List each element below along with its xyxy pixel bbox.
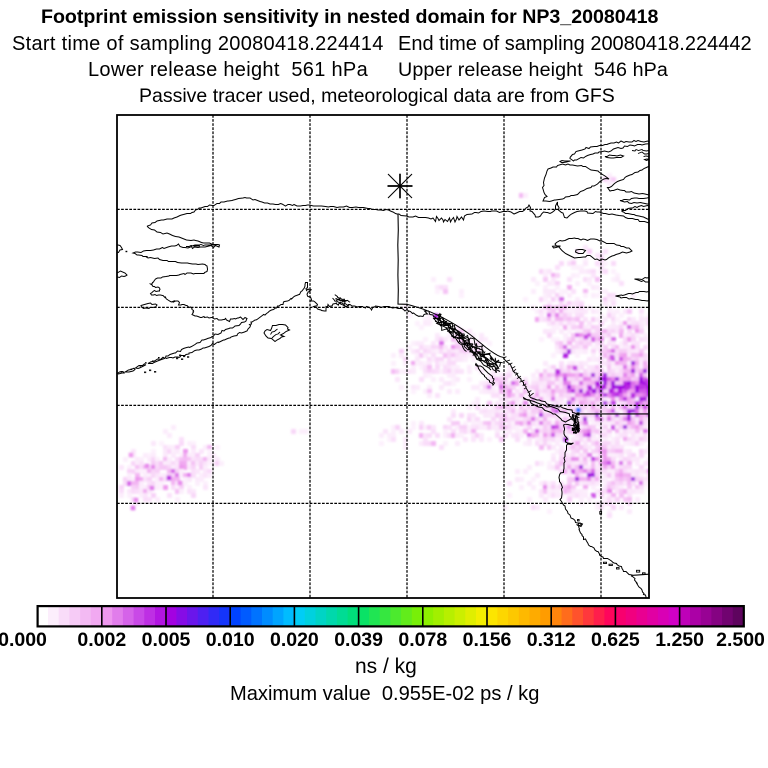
svg-text:2.500: 2.500 [716, 629, 765, 651]
svg-text:0.625: 0.625 [591, 629, 640, 651]
svg-text:0.156: 0.156 [463, 629, 512, 651]
svg-text:0.005: 0.005 [142, 629, 191, 651]
svg-text:0.000: 0.000 [0, 629, 47, 651]
svg-text:0.010: 0.010 [206, 629, 255, 651]
svg-text:1.250: 1.250 [655, 629, 704, 651]
svg-text:0.020: 0.020 [270, 629, 319, 651]
svg-text:0.078: 0.078 [398, 629, 447, 651]
svg-text:0.039: 0.039 [334, 629, 383, 651]
svg-text:0.312: 0.312 [527, 629, 576, 651]
svg-text:0.002: 0.002 [77, 629, 126, 651]
